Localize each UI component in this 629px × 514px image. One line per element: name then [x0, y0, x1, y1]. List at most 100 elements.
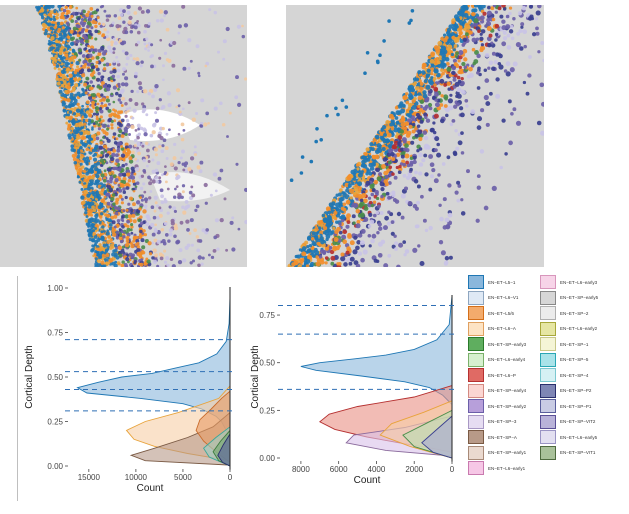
cell-dot: [375, 196, 380, 201]
cell-dot: [177, 160, 181, 165]
cell-dot: [83, 47, 87, 51]
cell-dot: [142, 182, 146, 186]
cell-dot: [307, 254, 313, 260]
cell-dot: [430, 76, 434, 80]
cell-dot: [49, 26, 54, 30]
cell-dot: [85, 12, 90, 18]
cell-dot: [148, 252, 153, 256]
cell-dot: [150, 205, 155, 209]
cell-dot: [445, 113, 449, 118]
cell-dot: [522, 29, 528, 35]
cell-dot: [470, 24, 474, 28]
cell-dot: [68, 116, 73, 121]
cell-dot: [369, 219, 375, 225]
cell-dot: [502, 30, 507, 35]
cell-dot: [420, 70, 426, 75]
cell-dot: [142, 169, 146, 173]
cell-dot: [373, 258, 378, 263]
cell-dot: [111, 229, 116, 234]
cell-dot: [92, 122, 96, 125]
cell-dot: [473, 5, 478, 8]
cell-dot: [98, 22, 101, 26]
cell-dot: [347, 183, 352, 188]
cell-dot: [318, 226, 322, 230]
cell-dot: [114, 162, 118, 166]
cell-dot: [43, 9, 48, 14]
cell-dot: [66, 77, 70, 82]
cell-dot: [193, 153, 198, 157]
cell-dot: [73, 82, 79, 88]
cell-dot: [43, 31, 48, 36]
cell-dot: [63, 32, 67, 36]
cell-dot: [450, 52, 455, 57]
cell-dot: [390, 140, 394, 145]
cell-dot: [147, 241, 152, 246]
cell-dot: [457, 140, 463, 146]
cell-dot: [394, 247, 398, 251]
cell-dot: [75, 6, 79, 10]
cell-dot: [398, 139, 402, 143]
cell-dot: [140, 174, 145, 178]
cell-dot: [120, 248, 125, 253]
cell-dot: [461, 43, 466, 47]
cell-dot: [463, 65, 468, 69]
cell-dot: [390, 126, 395, 131]
cell-dot: [112, 69, 117, 74]
cell-dot: [49, 46, 54, 51]
cell-dot: [112, 166, 116, 171]
cell-dot: [115, 236, 120, 240]
cell-dot: [404, 153, 410, 159]
cell-dot: [117, 16, 122, 20]
density-area-0: [300, 295, 453, 406]
cell-dot: [112, 249, 116, 253]
cell-dot: [163, 14, 167, 18]
cell-dot: [132, 108, 137, 113]
cell-dot: [127, 20, 132, 25]
cell-dot: [370, 174, 375, 178]
cell-dot: [479, 15, 485, 21]
cell-dot: [180, 137, 185, 142]
cell-dot: [454, 33, 458, 38]
y-tick-label: 0.00: [259, 454, 275, 463]
legend-swatch: [540, 414, 556, 429]
cell-dot: [96, 253, 100, 257]
cell-dot: [178, 248, 183, 253]
cell-dot: [422, 93, 428, 99]
cell-dot: [84, 62, 87, 66]
cell-dot: [447, 87, 451, 91]
cell-dot: [338, 197, 344, 203]
cell-dot: [188, 190, 193, 195]
cell-dot: [85, 215, 89, 218]
cell-dot: [536, 120, 542, 126]
cell-dot: [130, 223, 134, 227]
cell-dot: [47, 22, 52, 27]
cell-dot: [200, 262, 204, 266]
cell-dot: [333, 237, 339, 242]
cell-dot: [217, 176, 222, 181]
cell-dot: [103, 83, 108, 89]
cell-dot: [97, 208, 101, 212]
cell-dot: [396, 264, 401, 267]
cell-dot: [399, 129, 405, 134]
cell-dot: [61, 5, 65, 7]
cell-dot: [186, 228, 190, 232]
cell-dot: [395, 152, 401, 157]
cell-dot: [342, 207, 347, 212]
cell-dot: [89, 231, 93, 236]
cell-dot: [80, 123, 84, 127]
cell-dot: [66, 35, 70, 39]
cell-dot: [86, 130, 91, 136]
cell-dot: [101, 34, 105, 38]
cell-dot: [219, 168, 224, 173]
cell-dot: [112, 85, 118, 90]
cell-dot: [401, 103, 406, 108]
cell-dot: [64, 44, 68, 48]
cell-dot: [407, 87, 411, 91]
cell-dot: [113, 109, 118, 113]
cell-dot: [436, 152, 442, 158]
cell-dot: [143, 42, 147, 46]
cell-dot: [128, 97, 133, 102]
cell-dot: [167, 102, 172, 108]
cell-dot: [143, 197, 149, 202]
